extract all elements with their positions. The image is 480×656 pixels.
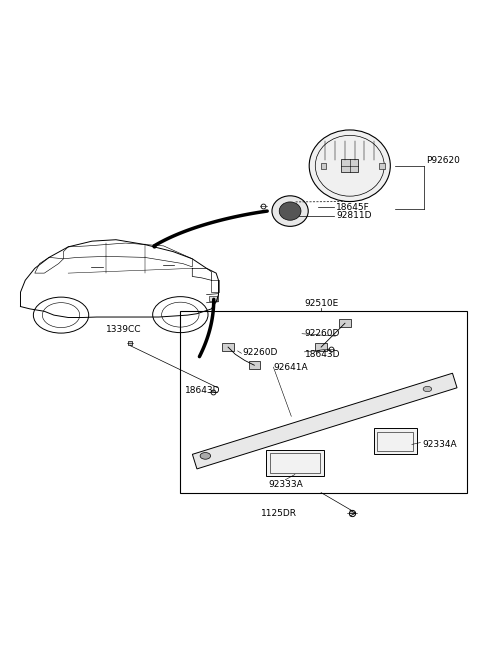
Ellipse shape	[309, 130, 390, 201]
Bar	[373, 428, 417, 455]
Bar	[379, 163, 384, 169]
Bar	[209, 296, 216, 301]
Text: 92811D: 92811D	[336, 211, 372, 220]
Bar	[266, 450, 324, 476]
Bar	[341, 159, 358, 173]
Bar	[249, 361, 260, 369]
Bar	[321, 163, 326, 169]
Bar	[339, 319, 351, 327]
Text: 92641A: 92641A	[274, 363, 308, 372]
Text: P92620: P92620	[426, 157, 460, 165]
Bar	[377, 432, 413, 451]
Bar	[315, 343, 327, 351]
Text: 18643D: 18643D	[305, 350, 341, 359]
Ellipse shape	[423, 386, 432, 392]
Text: 92333A: 92333A	[268, 480, 303, 489]
Text: 18645F: 18645F	[336, 203, 370, 212]
Text: 1339CC: 1339CC	[107, 325, 142, 334]
Text: 1125DR: 1125DR	[261, 508, 297, 518]
Bar	[222, 343, 234, 351]
Polygon shape	[192, 373, 457, 469]
Bar	[270, 453, 320, 472]
Text: 92334A: 92334A	[422, 440, 457, 449]
Bar	[180, 312, 467, 493]
Ellipse shape	[200, 453, 211, 459]
Text: 92260D: 92260D	[304, 329, 340, 338]
Text: 92510E: 92510E	[304, 299, 338, 308]
Ellipse shape	[272, 195, 308, 226]
Text: 92260D: 92260D	[242, 348, 278, 358]
Text: 18643D: 18643D	[185, 386, 221, 396]
Ellipse shape	[279, 202, 301, 220]
